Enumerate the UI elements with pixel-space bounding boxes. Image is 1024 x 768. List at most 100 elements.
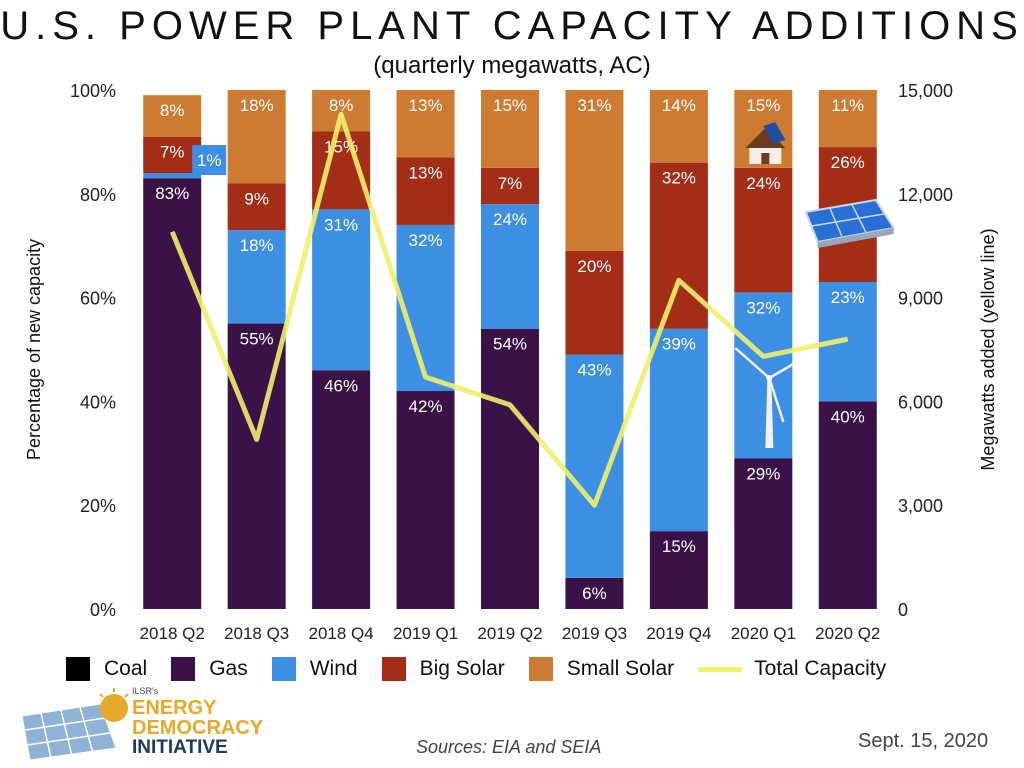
x-tick-label: 2018 Q3: [224, 624, 289, 643]
bar-segment-small-solar: [227, 90, 286, 184]
bar-segment-gas: [481, 328, 539, 609]
x-tick-label: 2020 Q2: [815, 624, 880, 643]
solar-panel-icon: [804, 198, 896, 248]
bar-data-label: 9%: [244, 189, 269, 208]
y-tick-label: 100%: [70, 81, 116, 101]
bar-segment-big-solar: [143, 136, 202, 174]
bar-data-label: 11%: [831, 96, 864, 115]
x-tick-label: 2018 Q4: [308, 624, 373, 643]
bar-segment-small-solar: [649, 90, 708, 163]
bar-data-label: 7%: [498, 174, 523, 193]
bar-segment-small-solar: [565, 90, 624, 251]
bar-data-label: 31%: [324, 215, 358, 234]
y-tick-label: 80%: [80, 185, 116, 205]
date-stamp: Sept. 15, 2020: [858, 730, 989, 752]
x-tick-label: 2019 Q4: [646, 624, 711, 643]
bar-data-label: 46%: [324, 376, 358, 395]
bar-segment-small-solar: [143, 95, 202, 137]
logo-brand: ILSR's: [132, 686, 159, 696]
bar-data-label: 42%: [409, 397, 443, 416]
y2-tick-label: 0: [898, 600, 908, 620]
wind-turbine-icon: [734, 347, 794, 448]
legend-swatch-big-solar: [381, 657, 406, 681]
bar-data-label: 55%: [240, 330, 274, 349]
bar-segment-small-solar: [481, 90, 539, 168]
bar-data-label: 15%: [746, 96, 780, 115]
y2-axis-label: Megawatts added (yellow line): [978, 228, 998, 470]
bar-data-label: 40%: [831, 407, 865, 426]
bar-data-label: 8%: [160, 101, 185, 120]
bar-data-label: 32%: [746, 298, 780, 317]
total-capacity-line: [169, 111, 849, 508]
y2-tick-label: 9,000: [898, 289, 943, 309]
y2-tick-label: 3,000: [898, 496, 943, 516]
bar-segment-wind: [481, 204, 539, 329]
ilsr-logo: ILSR's ENERGY DEMOCRACY INITIATIVE: [20, 686, 264, 762]
bar-segment-gas: [565, 577, 624, 609]
bar-data-label: 24%: [493, 210, 527, 229]
bar-segment-small-solar: [396, 90, 455, 158]
legend-item-small-solar: Small Solar: [528, 657, 675, 681]
legend-item-wind: Wind: [271, 657, 358, 681]
bar-segment-gas: [649, 531, 708, 609]
y-tick-label: 20%: [80, 496, 116, 516]
y-tick-label: 60%: [80, 289, 116, 309]
wind-label-callout: [192, 145, 227, 176]
bar-data-label: 39%: [662, 335, 696, 354]
x-tick-label: 2020 Q1: [731, 624, 796, 643]
logo-line-democracy: DEMOCRACY: [132, 717, 264, 739]
chart-title: U.S. POWER PLANT CAPACITY ADDITIONS: [0, 4, 1024, 48]
bar-data-label: 6%: [582, 584, 607, 603]
bar-segment-small-solar: [818, 90, 877, 148]
logo-line-initiative: INITIATIVE: [132, 737, 228, 758]
x-tick-label: 2019 Q2: [477, 624, 542, 643]
bar-segment-wind: [227, 230, 286, 324]
y-axis-label: Percentage of new capacity: [24, 239, 44, 460]
solar-panel-logo-icon: [21, 688, 129, 761]
bar-data-label: 32%: [409, 231, 443, 250]
legend-label-small-solar: Small Solar: [566, 657, 675, 680]
bar-data-label: 32%: [662, 169, 696, 188]
legend-line-total-capacity: [698, 666, 743, 672]
bar-segment-big-solar: [396, 157, 455, 225]
bar-segment-wind: [396, 224, 455, 392]
bar-data-label: 43%: [577, 361, 611, 380]
bar-segment-wind: [734, 292, 793, 459]
legend-label-big-solar: Big Solar: [419, 657, 505, 680]
bar-data-label: 7%: [160, 143, 185, 162]
legend-item-coal: Coal: [66, 657, 147, 681]
bar-data-label: 13%: [409, 163, 443, 182]
legend-label-total-capacity: Total Capacity: [754, 657, 887, 680]
legend-item-gas: Gas: [171, 657, 248, 681]
bar-data-label: 18%: [240, 96, 274, 115]
bar-segment-small-solar: [312, 90, 371, 132]
bar-data-label: 14%: [662, 96, 696, 115]
bar-data-label: 20%: [577, 257, 611, 276]
bar-segment-gas: [143, 178, 202, 610]
bar-data-label: 29%: [746, 464, 780, 483]
house-icon: [745, 122, 786, 164]
y2-tick-label: 15,000: [898, 81, 953, 101]
legend-swatch-coal: [66, 657, 90, 681]
legend-swatch-small-solar: [528, 657, 553, 681]
logo-line-energy: ENERGY: [132, 697, 217, 719]
bar-data-label: 26%: [831, 153, 865, 172]
bar-segment-gas: [734, 458, 793, 609]
bar-segment-gas: [312, 370, 371, 609]
x-tick-label: 2019 Q3: [562, 624, 627, 643]
legend: Coal Gas Wind Big Solar Small Solar Tota…: [66, 654, 910, 684]
legend-item-big-solar: Big Solar: [381, 657, 505, 681]
legend-item-total-capacity: Total Capacity: [698, 657, 886, 681]
y-tick-label: 0%: [90, 600, 116, 620]
y2-tick-label: 12,000: [898, 185, 953, 205]
bar-data-label: 83%: [155, 184, 189, 203]
bar-segment-wind: [312, 209, 371, 371]
bar-segment-big-solar: [565, 250, 624, 355]
legend-label-gas: Gas: [209, 657, 248, 680]
chart-subtitle: (quarterly megawatts, AC): [373, 52, 651, 79]
y-tick-label: 40%: [80, 392, 116, 412]
bar-data-label: 8%: [329, 96, 354, 115]
bar-segment-wind: [565, 354, 624, 578]
bar-data-label: 23%: [831, 288, 865, 307]
bar-segment-big-solar: [227, 183, 286, 231]
